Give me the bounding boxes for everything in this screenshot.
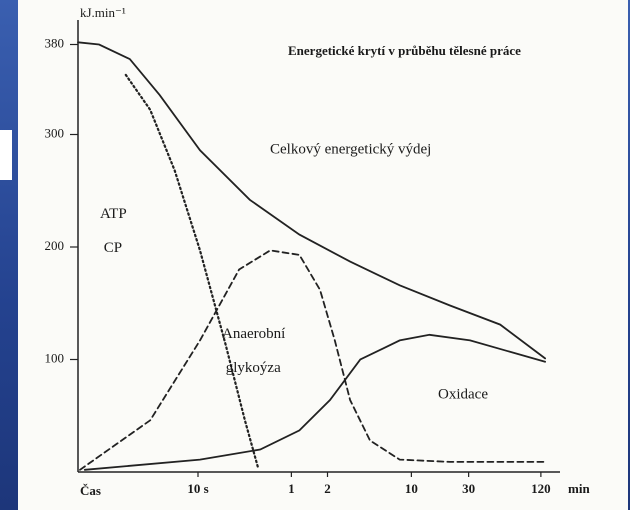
series-label: Anaerobní glykoýza [222, 326, 285, 376]
chart-title: Energetické krytí v průběhu tělesné prác… [288, 43, 521, 58]
x-tick-label: 10 s [187, 481, 208, 496]
x-tick-label: 10 [405, 481, 418, 496]
x-tick-label: 2 [324, 481, 331, 496]
series-line [83, 333, 546, 471]
slide-decoration [0, 130, 12, 180]
series-line [79, 249, 546, 471]
y-tick-label: 380 [45, 35, 65, 50]
x-axis-label-left: Čas [80, 483, 101, 498]
y-tick-label: 300 [45, 125, 65, 140]
x-tick-label: 120 [531, 481, 551, 496]
series-label: Celkový energetický výdej [270, 141, 431, 157]
series-label: Oxidace [438, 386, 488, 402]
y-tick-label: 200 [45, 238, 65, 253]
series-label: ATP CP [100, 206, 127, 256]
y-axis-label: kJ.min⁻¹ [80, 5, 126, 20]
x-tick-label: 30 [462, 481, 475, 496]
series-line [124, 73, 260, 469]
y-tick-label: 100 [45, 350, 65, 365]
scan-area [18, 0, 628, 510]
x-axis-label-right: min [568, 481, 590, 496]
series-line [77, 41, 546, 360]
chart: Energetické krytí v průběhu tělesné prác… [45, 5, 591, 498]
x-tick-label: 1 [288, 481, 295, 496]
